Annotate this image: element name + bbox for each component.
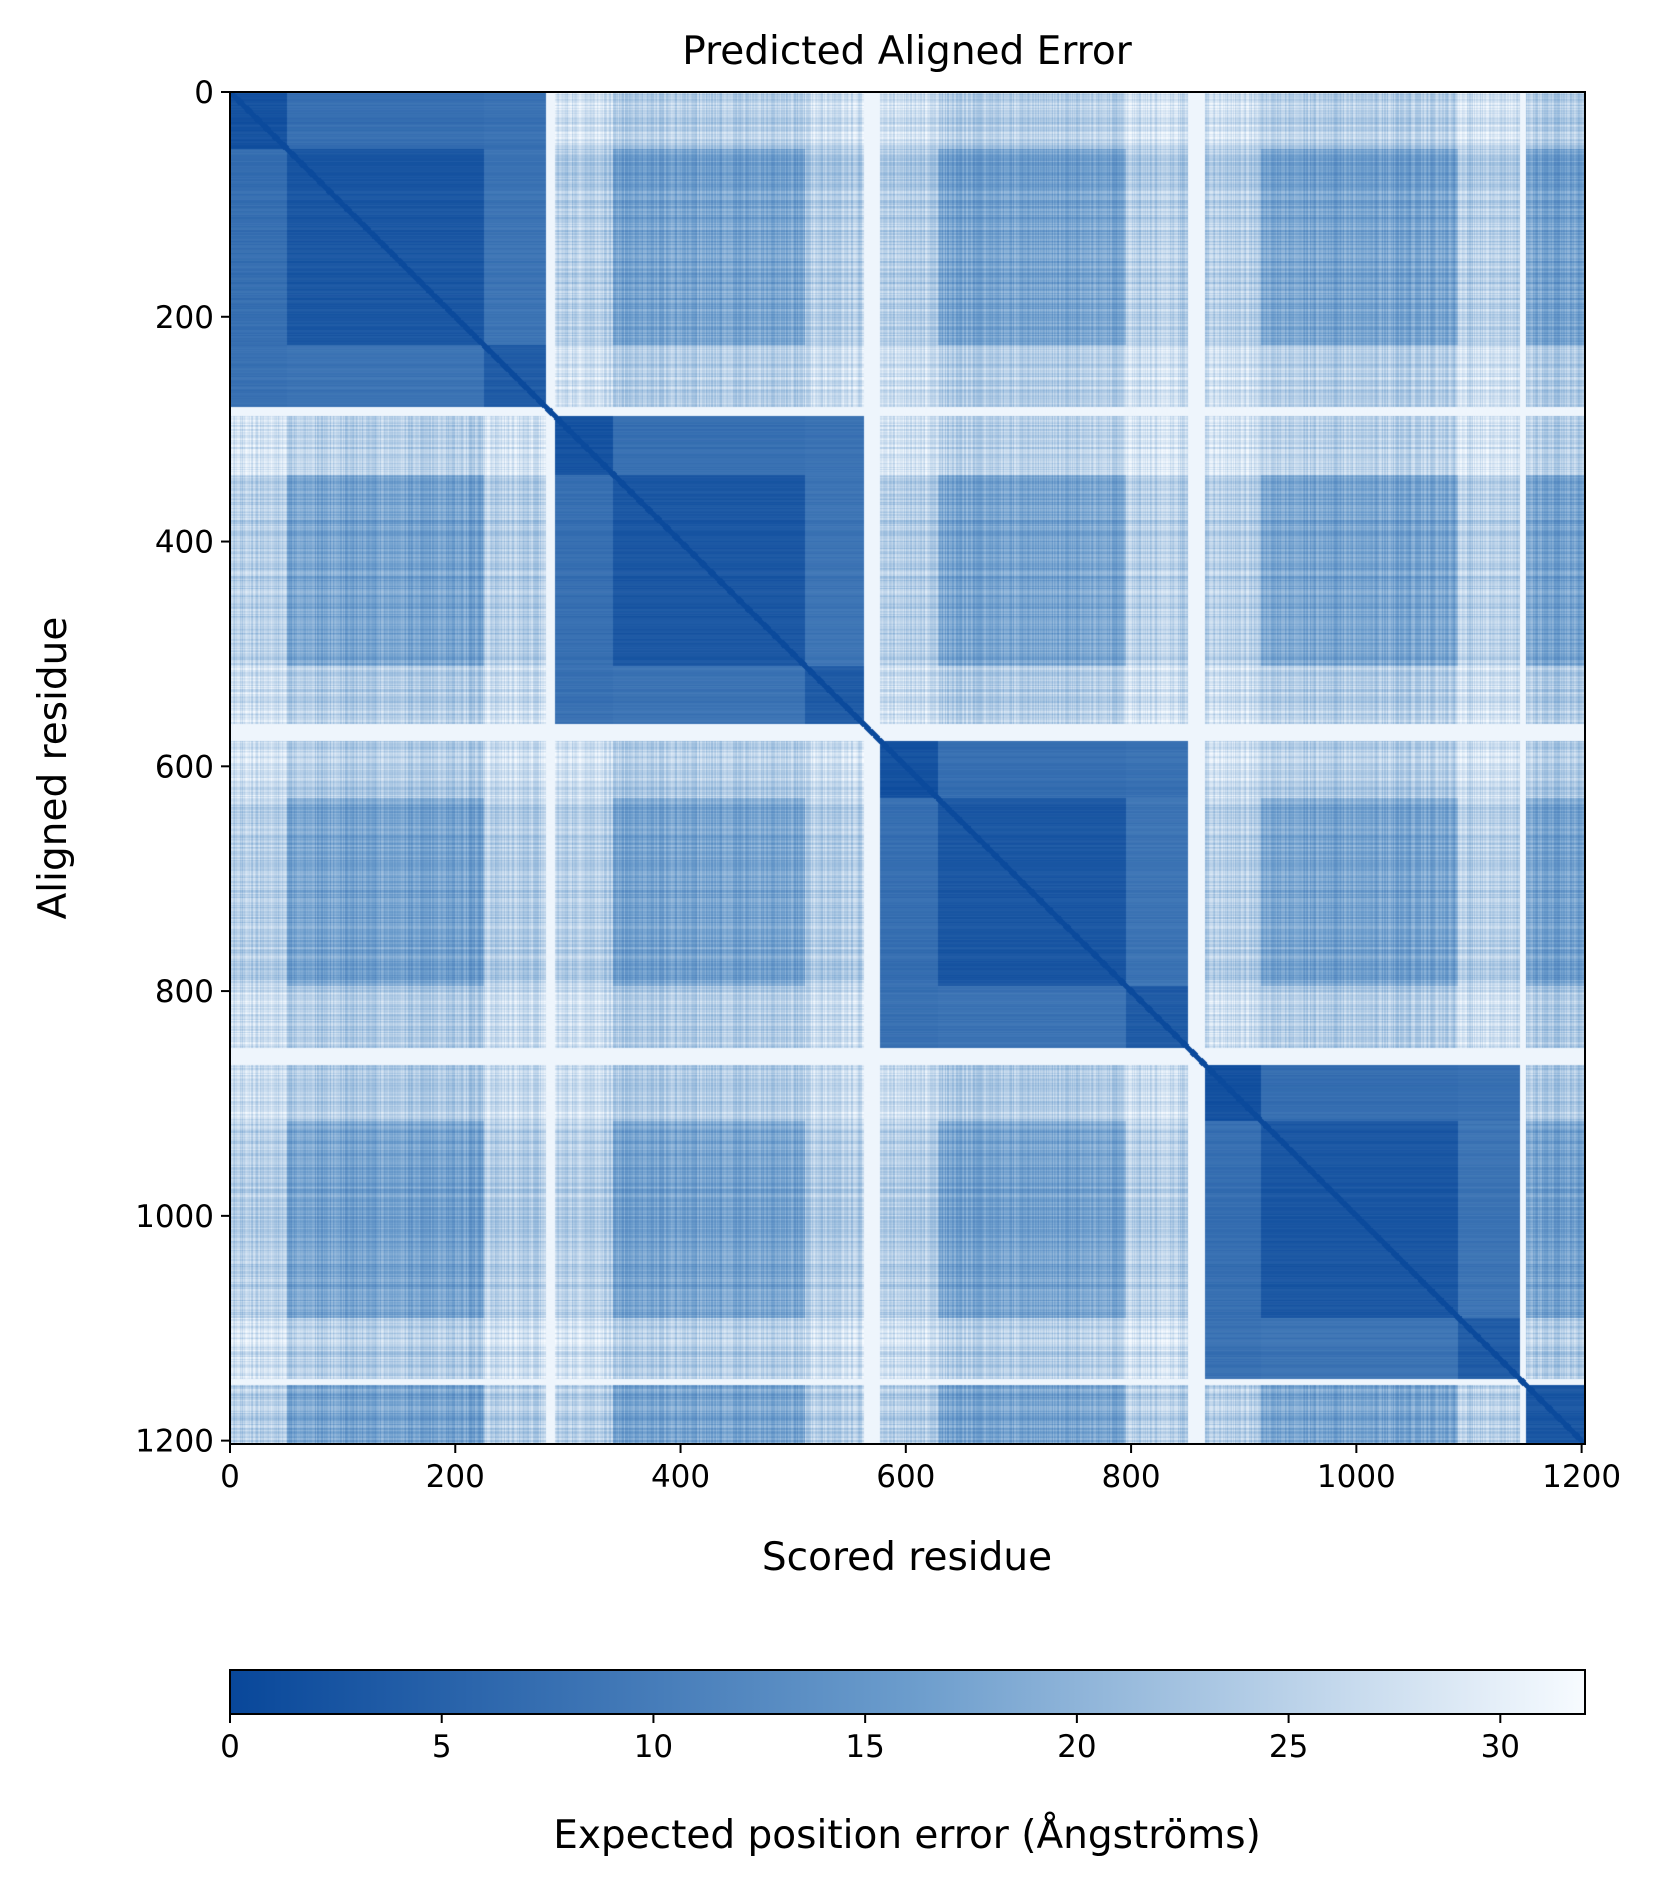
colorbar-axis: 0 5 10 15 20 25 30 xyxy=(220,1714,1520,1765)
colorbar-tick-label: 5 xyxy=(432,1729,452,1765)
x-tick-label: 0 xyxy=(220,1459,240,1495)
y-tick-label: 1000 xyxy=(135,1199,214,1235)
colorbar-tick-label: 10 xyxy=(634,1729,673,1765)
y-tick-label: 0 xyxy=(194,75,214,111)
plot-frame xyxy=(229,91,1586,1445)
y-axis: 0 200 400 600 800 1000 1200 xyxy=(135,75,230,1460)
x-tick-label: 1000 xyxy=(1317,1459,1396,1495)
colorbar-label: Expected position error (Ångströms) xyxy=(553,1811,1261,1858)
x-axis: 0 200 400 600 800 1000 1200 xyxy=(220,1444,1621,1495)
x-tick-label: 400 xyxy=(651,1459,710,1495)
colorbar-tick-label: 25 xyxy=(1269,1729,1308,1765)
y-axis-label: Aligned residue xyxy=(31,617,76,920)
y-tick-label: 400 xyxy=(155,525,214,561)
x-tick-label: 1200 xyxy=(1542,1459,1621,1495)
x-axis-label: Scored residue xyxy=(762,1535,1052,1580)
x-tick-label: 200 xyxy=(426,1459,485,1495)
colorbar-tick-label: 0 xyxy=(220,1729,240,1765)
y-tick-label: 200 xyxy=(155,300,214,336)
colorbar-tick-label: 30 xyxy=(1481,1729,1520,1765)
colorbar-tick-label: 15 xyxy=(845,1729,884,1765)
x-tick-label: 800 xyxy=(1101,1459,1160,1495)
y-tick-label: 1200 xyxy=(135,1424,214,1460)
y-tick-label: 600 xyxy=(155,749,214,785)
heatmap-image xyxy=(230,92,1585,1444)
y-tick-label: 800 xyxy=(155,974,214,1010)
chart-title: Predicted Aligned Error xyxy=(682,29,1132,74)
heatmap-container xyxy=(230,92,1585,1444)
x-tick-label: 600 xyxy=(876,1459,935,1495)
colorbar xyxy=(229,1669,1586,1715)
colorbar-tick-label: 20 xyxy=(1057,1729,1096,1765)
